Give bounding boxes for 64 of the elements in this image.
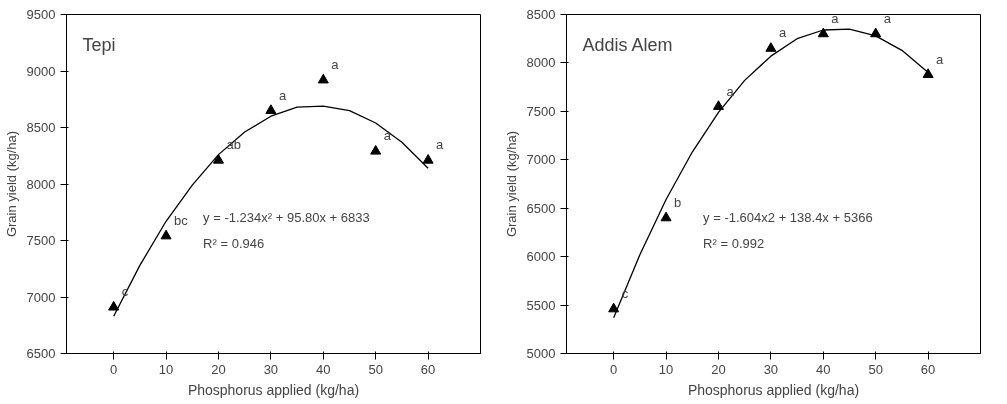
y-tick-label: 6500 (26, 346, 56, 361)
y-tick-label: 9500 (26, 7, 56, 22)
x-tick-label: 50 (868, 361, 883, 377)
point (660, 211, 672, 222)
y-axis-title: Grain yield (kg/ha) (3, 130, 19, 238)
x-tick-label: 10 (658, 361, 674, 377)
point (765, 42, 777, 52)
point (160, 229, 172, 240)
y-tick-label: 6000 (526, 249, 556, 265)
y-tick-label: 7000 (26, 289, 56, 305)
annotation: a (883, 10, 892, 26)
y-tick-label: 6500 (526, 200, 556, 216)
annotation: y = -1.604x2 + 138.4x + 5366 (703, 209, 873, 225)
x-axis-title: Phosphorus applied (kg/ha) (187, 381, 360, 398)
annotation: a (383, 128, 392, 144)
point (370, 144, 382, 155)
point (422, 154, 434, 164)
x-tick-label: 20 (711, 361, 726, 377)
annotation: b (674, 194, 682, 210)
y-tick-label: 8000 (526, 55, 556, 71)
y-tick-label: 9000 (26, 63, 56, 79)
x-tick-label: 20 (211, 361, 226, 377)
point (922, 68, 934, 78)
y-tick-label: 5000 (526, 346, 556, 361)
annotation: R² = 0.992 (703, 235, 765, 251)
annotation: y = -1.234x² + 95.80x + 6833 (203, 209, 370, 225)
annotation: a (331, 57, 340, 73)
annotation: a (831, 10, 840, 26)
text: Tepi (82, 34, 116, 55)
x-tick-label: 60 (920, 361, 936, 377)
annotation: a (936, 51, 945, 67)
y-tick-label: 7000 (526, 152, 556, 168)
y-tick-label: 7500 (26, 233, 56, 248)
x-tick-label: 60 (420, 361, 436, 377)
y-axis-title: Grain yield (kg/ha) (503, 130, 519, 238)
point (817, 27, 829, 38)
x-tick-label: 30 (763, 361, 779, 377)
point (108, 300, 120, 311)
x-tick-label: 40 (816, 361, 831, 377)
annotation: bc (174, 212, 189, 228)
y-tick-label: 8000 (26, 176, 56, 192)
y-tick-label: 8500 (526, 7, 556, 22)
y-tick-label: 7500 (526, 103, 556, 119)
y-tick-label: 8500 (26, 120, 56, 135)
annotation: a (726, 83, 735, 99)
point (212, 154, 224, 164)
x-axis-title: Phosphorus applied (kg/ha) (687, 381, 860, 398)
annotation: R² = 0.946 (203, 235, 265, 251)
x-tick-label: 40 (316, 361, 331, 377)
y-tick-label: 5500 (526, 297, 556, 313)
x-tick-label: 30 (263, 361, 279, 377)
point (608, 302, 620, 313)
point (265, 104, 277, 114)
annotation: a (436, 137, 445, 153)
point (712, 100, 724, 110)
x-tick-label: 50 (368, 361, 383, 377)
annotation: a (778, 25, 787, 41)
text: Addis Alem (582, 34, 673, 55)
x-tick-label: 0 (110, 361, 118, 377)
x-tick-label: 10 (158, 361, 174, 377)
x-tick-label: 0 (610, 361, 618, 377)
annotation: ab (226, 137, 241, 153)
point (317, 73, 329, 84)
annotation: a (278, 87, 287, 103)
